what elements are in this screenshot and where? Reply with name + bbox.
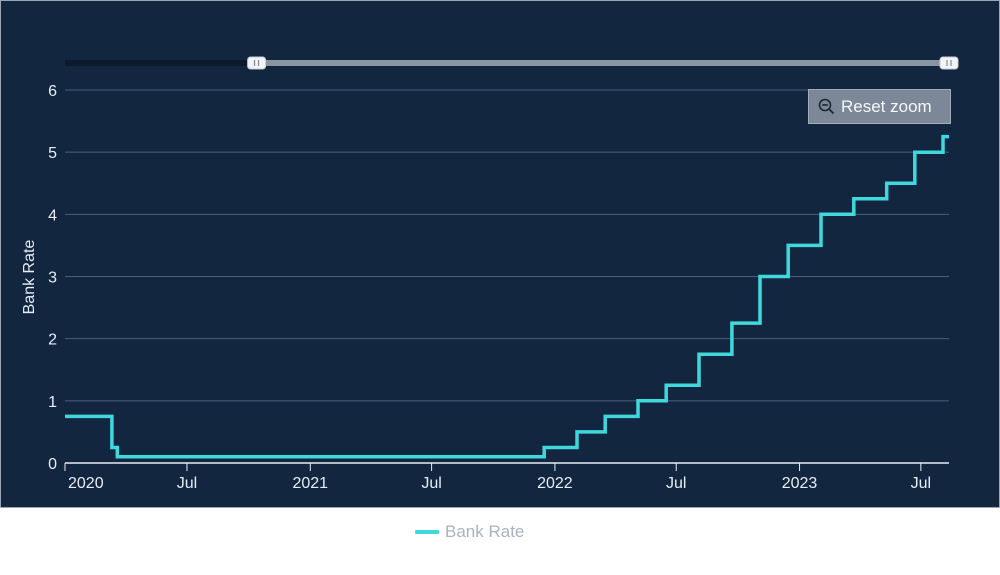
reset-zoom-button[interactable]: Reset zoom (808, 89, 951, 124)
navigator-selected-range (256, 60, 949, 66)
x-tick-label: 2023 (782, 475, 818, 492)
x-tick-label: Jul (666, 475, 686, 492)
legend-item-bank-rate[interactable]: Bank Rate (415, 522, 524, 542)
series-line-bank-rate (65, 134, 949, 459)
y-tick-label: 5 (48, 145, 57, 162)
gridlines (65, 89, 949, 402)
y-tick-label: 1 (48, 394, 57, 411)
x-tick-label: Jul (911, 475, 931, 492)
legend-swatch (415, 530, 439, 534)
zoom-out-icon (818, 98, 835, 115)
x-tick-label: Jul (421, 475, 441, 492)
x-axis: 2020 Jul 2021 Jul 2022 Jul 2023 Jul (64, 462, 949, 492)
y-tick-label: 2 (48, 332, 57, 349)
x-tick-label: 2020 (68, 475, 104, 492)
chart-panel: 2020 Jul 2021 Jul 2022 Jul 2023 Jul 0 1 2 3 4 5 6 Ban… (0, 0, 1000, 508)
y-tick-label: 0 (48, 456, 57, 473)
x-tick-label: 2022 (537, 475, 573, 492)
y-tick-label: 4 (48, 207, 57, 224)
y-axis-title: Bank Rate (21, 240, 38, 315)
x-tick-label: Jul (177, 475, 197, 492)
navigator-handle-start[interactable] (247, 56, 267, 70)
y-tick-label: 3 (48, 270, 57, 287)
legend-label: Bank Rate (445, 522, 525, 541)
chart-svg: 2020 Jul 2021 Jul 2022 Jul 2023 Jul 0 1 2 3 4 5 6 Ban… (21, 56, 959, 492)
y-tick-label: 6 (48, 83, 57, 100)
y-axis: 0 1 2 3 4 5 6 (48, 83, 57, 473)
reset-zoom-label: Reset zoom (841, 96, 932, 116)
series-group (65, 134, 949, 459)
range-navigator[interactable] (65, 56, 959, 70)
navigator-handle-end[interactable] (939, 56, 959, 70)
x-tick-label: 2021 (292, 475, 328, 492)
